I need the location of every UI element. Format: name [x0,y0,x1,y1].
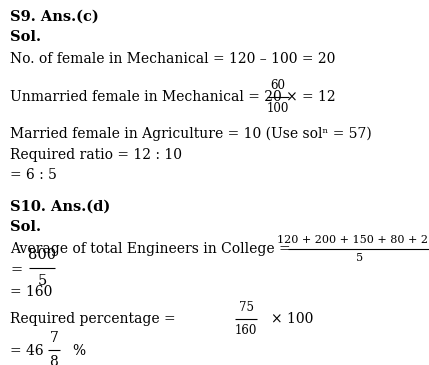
Text: = 6 : 5: = 6 : 5 [10,168,57,182]
Text: 7: 7 [50,330,58,345]
Text: 5: 5 [37,274,47,288]
Text: Married female in Agriculture = 10 (Use solⁿ = 57): Married female in Agriculture = 10 (Use … [10,127,372,141]
Text: Average of total Engineers in College =: Average of total Engineers in College = [10,242,290,256]
Text: 800: 800 [28,248,56,262]
Text: S10. Ans.(d): S10. Ans.(d) [10,200,110,214]
Text: = 12: = 12 [302,90,335,104]
Text: 75: 75 [239,301,254,314]
Text: Sol.: Sol. [10,30,41,44]
Text: 160: 160 [235,324,257,337]
Text: %: % [72,344,85,358]
Text: = 160: = 160 [10,285,52,299]
Text: =: = [10,263,22,277]
Text: 5: 5 [356,253,363,264]
Text: Required ratio = 12 : 10: Required ratio = 12 : 10 [10,148,182,162]
Text: Sol.: Sol. [10,220,41,234]
Text: S9. Ans.(c): S9. Ans.(c) [10,10,99,24]
Text: 60: 60 [271,79,286,92]
Text: Required percentage =: Required percentage = [10,312,175,326]
Text: = 46: = 46 [10,344,44,358]
Text: × 100: × 100 [271,312,313,326]
Text: 100: 100 [267,102,289,115]
Text: 120 + 200 + 150 + 80 + 250: 120 + 200 + 150 + 80 + 250 [278,235,429,245]
Text: No. of female in Mechanical = 120 – 100 = 20: No. of female in Mechanical = 120 – 100 … [10,52,335,66]
Text: 8: 8 [50,356,58,365]
Text: Unmarried female in Mechanical = 20 ×: Unmarried female in Mechanical = 20 × [10,90,298,104]
